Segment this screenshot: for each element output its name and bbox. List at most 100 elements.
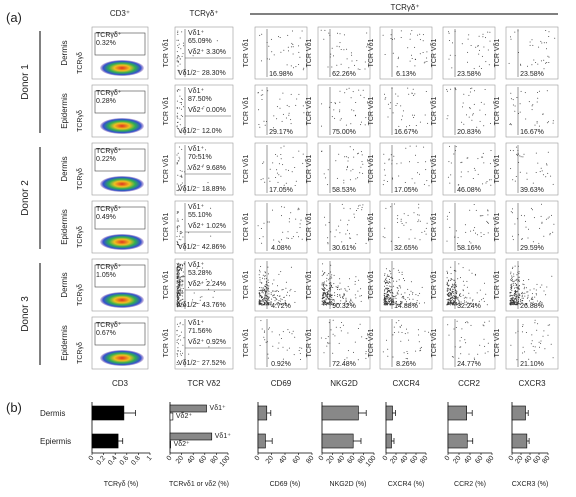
event-dot <box>326 304 327 306</box>
event-dot <box>343 182 345 184</box>
event-dot <box>259 287 260 289</box>
event-dot <box>391 163 393 165</box>
event-dot <box>453 301 455 303</box>
event-dot <box>182 324 184 326</box>
event-dot <box>385 300 387 302</box>
event-dot <box>474 273 476 275</box>
event-dot <box>178 43 180 45</box>
event-dot <box>384 283 386 285</box>
event-dot <box>258 124 260 125</box>
event-dot <box>351 60 353 62</box>
y-axis-label: TCR Vδ1 <box>163 39 170 68</box>
event-dot <box>485 182 487 184</box>
y-axis-label: TCR Vδ1 <box>431 97 438 126</box>
event-dot <box>383 169 385 171</box>
event-dot <box>181 267 183 269</box>
event-dot <box>338 153 340 155</box>
tissue-label: Dermis <box>60 40 69 65</box>
event-dot <box>480 232 482 234</box>
event-dot <box>418 334 420 336</box>
event-dot <box>467 38 469 40</box>
event-dot <box>258 304 260 306</box>
event-dot <box>323 302 325 304</box>
event-dot <box>452 286 453 288</box>
event-dot <box>510 303 512 305</box>
event-dot <box>188 353 190 355</box>
event-dot <box>328 298 330 300</box>
event-dot <box>405 304 407 306</box>
event-dot <box>414 65 416 67</box>
x-axis-label: CXCR3 <box>518 379 546 388</box>
event-dot <box>397 293 399 295</box>
gate-label: TCRγδ⁺ <box>96 148 122 155</box>
event-dot <box>181 31 183 33</box>
event-dot <box>288 304 290 305</box>
event-dot <box>282 289 284 290</box>
event-dot <box>321 275 323 277</box>
event-dot <box>483 125 485 127</box>
event-dot <box>181 186 183 188</box>
event-dot <box>277 347 279 349</box>
event-dot <box>461 121 463 123</box>
event-dot <box>177 300 179 302</box>
event-dot <box>383 302 385 304</box>
event-dot <box>180 233 182 234</box>
event-dot <box>479 120 481 122</box>
event-dot <box>324 299 326 301</box>
event-dot <box>390 240 392 242</box>
event-dot <box>484 114 486 116</box>
event-dot <box>386 275 388 277</box>
panel-label: (a) <box>6 10 22 25</box>
gate-value: 55.10% <box>188 212 212 219</box>
event-dot <box>179 323 181 325</box>
event-dot <box>419 292 421 294</box>
event-dot <box>280 298 282 300</box>
event-dot <box>397 269 399 271</box>
event-dot <box>402 110 404 112</box>
event-dot <box>410 302 412 304</box>
event-dot <box>551 275 553 277</box>
event-dot <box>181 303 183 305</box>
event-dot <box>340 219 342 221</box>
event-dot <box>179 175 181 177</box>
event-dot <box>424 230 426 232</box>
event-dot <box>554 37 556 39</box>
event-dot <box>485 37 486 39</box>
event-dot <box>344 303 346 305</box>
event-dot <box>537 162 539 164</box>
event-dot <box>390 297 392 299</box>
event-dot <box>523 284 525 286</box>
event-dot <box>391 300 393 302</box>
event-dot <box>384 282 386 284</box>
event-dot <box>536 122 538 124</box>
event-dot <box>446 284 448 286</box>
event-dot <box>486 181 488 183</box>
event-dot <box>515 332 517 334</box>
event-dot <box>263 120 265 122</box>
event-dot <box>533 350 535 352</box>
event-dot <box>276 299 278 301</box>
event-dot <box>178 278 180 280</box>
event-dot <box>176 292 178 294</box>
event-dot <box>260 302 261 304</box>
event-dot <box>176 291 178 293</box>
event-dot <box>268 289 270 291</box>
event-dot <box>200 283 202 285</box>
event-dot <box>514 292 516 294</box>
x-tick-label: 100 <box>219 455 232 469</box>
event-dot <box>176 334 178 336</box>
event-dot <box>195 302 197 304</box>
event-dot <box>276 106 278 108</box>
bar <box>169 440 171 449</box>
event-dot <box>176 189 178 191</box>
event-dot <box>348 87 350 89</box>
event-dot <box>183 106 184 108</box>
event-dot <box>392 52 394 54</box>
event-dot <box>266 300 267 302</box>
event-dot <box>336 287 338 288</box>
error-bar <box>391 438 395 444</box>
bar <box>169 412 174 421</box>
event-dot <box>176 241 178 243</box>
event-dot <box>421 231 423 233</box>
event-dot <box>386 297 388 299</box>
